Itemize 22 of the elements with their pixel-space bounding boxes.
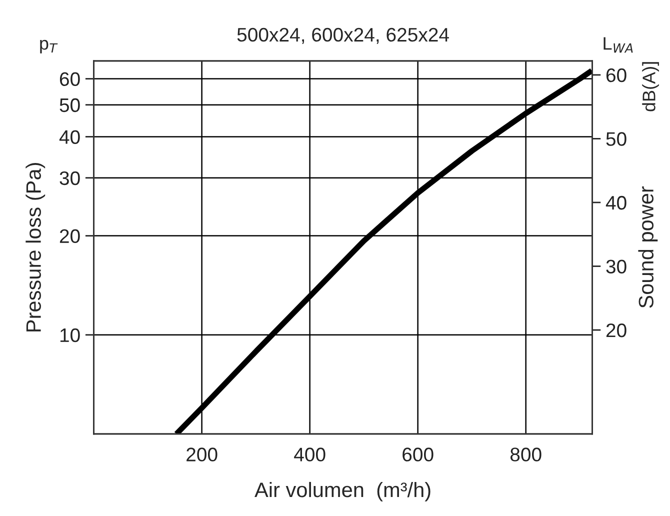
- text: p$_{T}$: [40, 40, 58, 54]
- y-tick-label: 40: [59, 130, 80, 144]
- y-tick-label: 50: [60, 98, 80, 112]
- text: L$_{WA}$: [604, 37, 633, 53]
- y2-tick-label: 40: [606, 196, 626, 210]
- x-tick-label: 200: [186, 448, 218, 462]
- y-tick-label: 60: [60, 72, 80, 86]
- y-tick-label: 20: [60, 229, 80, 244]
- chart-title: 500x24, 600x24, 625x24: [237, 28, 449, 44]
- y2-tick-label: 30: [606, 260, 626, 274]
- y2-axis-title: Sound power: [638, 186, 658, 308]
- y2-tick-label: 20: [606, 323, 626, 338]
- y2-tick-label: 60: [606, 68, 626, 82]
- y-axis-title: Pressure loss (Pa): [26, 163, 46, 332]
- y2-tick-label: 50: [606, 132, 626, 146]
- y-tick-label: 30: [60, 171, 80, 186]
- x-tick-label: 400: [294, 448, 326, 462]
- x-tick-label: 600: [402, 448, 434, 462]
- y-tick-label: 10: [60, 328, 80, 342]
- text: dB(A)]: [642, 62, 659, 112]
- x-tick-label: 800: [510, 448, 542, 462]
- x-axis-title: Air volumen (m³/h): [254, 482, 430, 502]
